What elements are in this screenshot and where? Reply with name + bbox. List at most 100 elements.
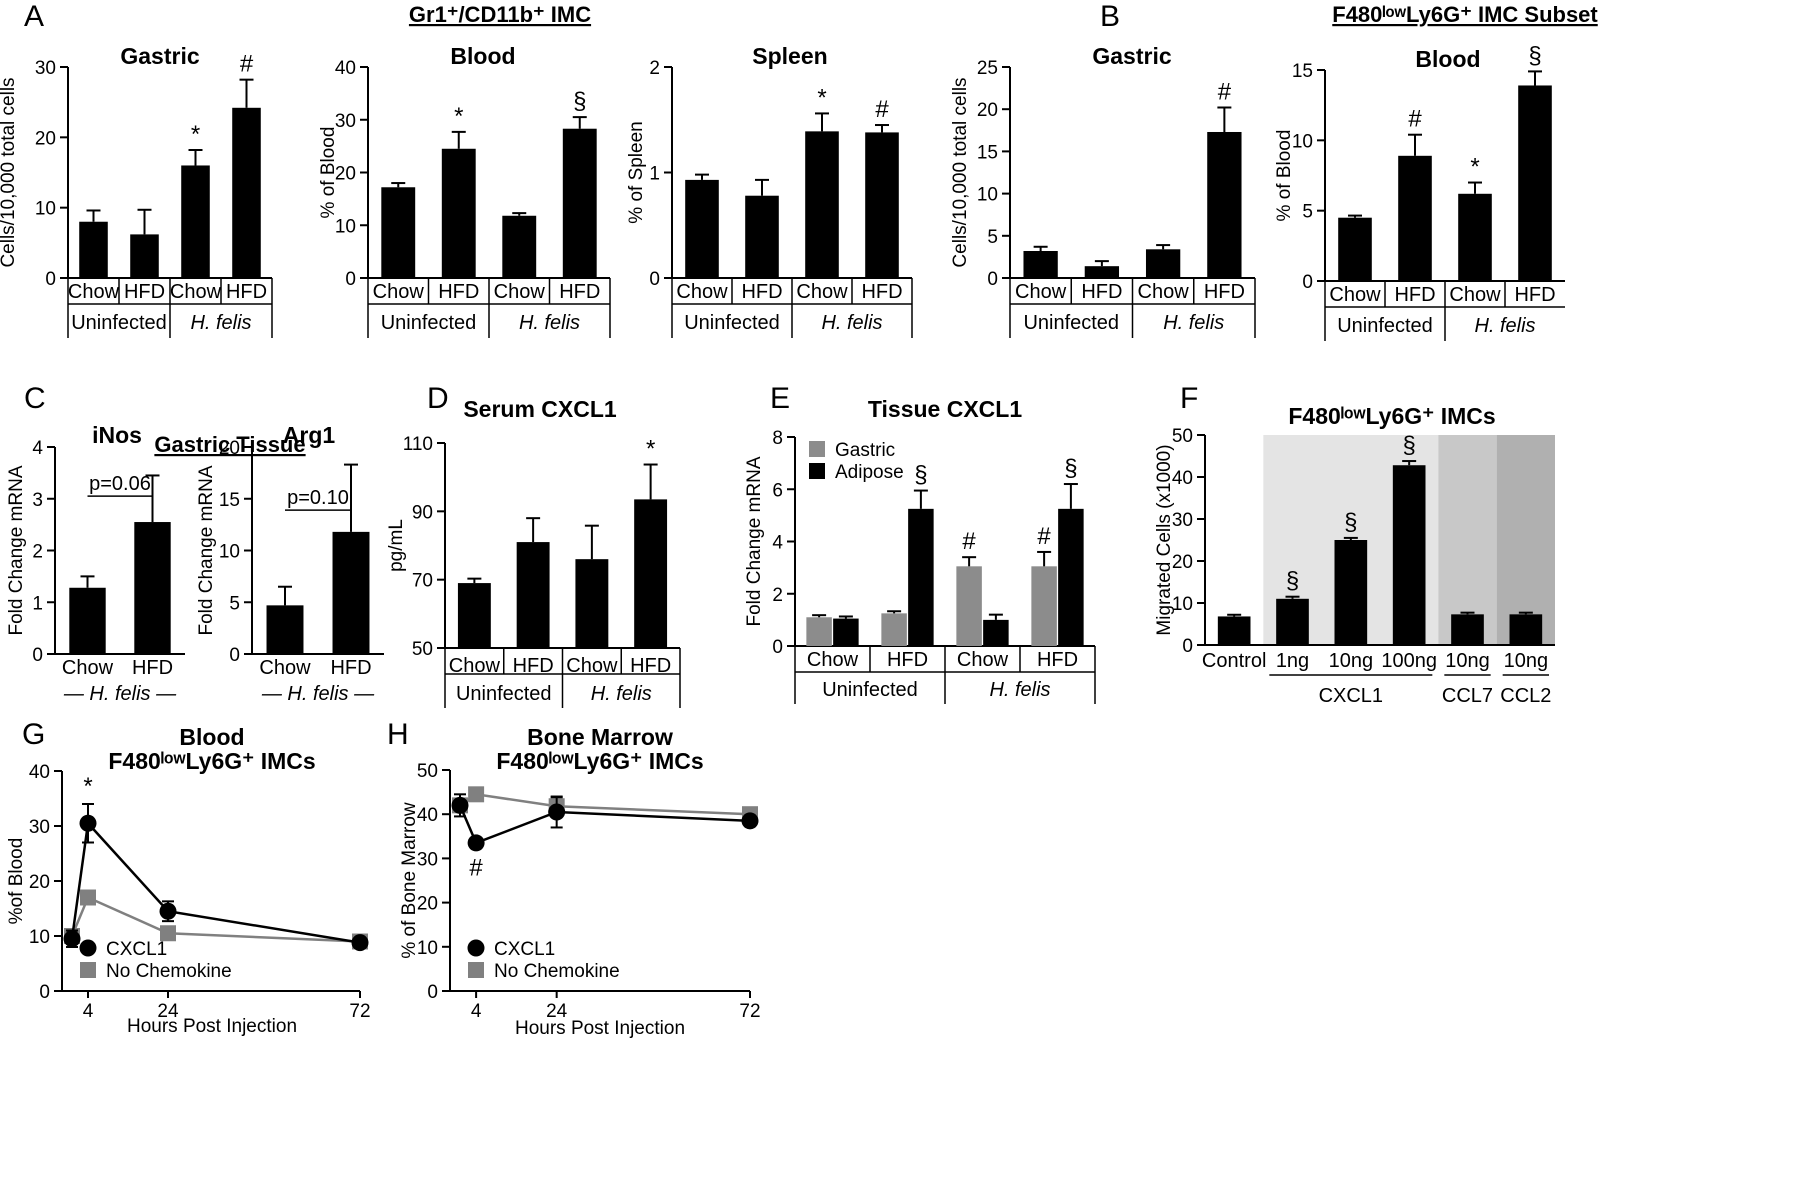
x-tick-label: 24	[546, 1001, 568, 1022]
bar	[833, 618, 859, 646]
y-tick-label: 10	[219, 542, 240, 563]
y-tick-label: 0	[1182, 636, 1193, 657]
legend-swatch	[809, 463, 825, 479]
y-tick-label: 10	[29, 927, 50, 948]
series-line	[70, 820, 361, 944]
y-tick-label: 0	[32, 645, 43, 666]
x-category-label: Chow	[807, 649, 859, 671]
y-tick-label: 0	[229, 645, 240, 666]
x-category-label: Chow	[796, 281, 848, 303]
x-group-label: H. felis	[591, 683, 652, 705]
chart-title: Serum CXCL1	[463, 396, 617, 422]
legend-marker	[467, 939, 485, 957]
x-category-label: HFD	[226, 281, 267, 303]
y-tick-label: 5	[987, 227, 998, 248]
x-category-label: 10ng	[1329, 650, 1374, 672]
legend-marker	[80, 962, 96, 978]
x-category-label: Chow	[566, 655, 618, 677]
bar	[1207, 131, 1242, 278]
panel-letter: H	[387, 718, 409, 751]
x-group-label: Uninfected	[381, 312, 477, 334]
y-tick-label: 20	[417, 894, 438, 915]
bar	[908, 508, 934, 646]
x-category-label: Chow	[1015, 281, 1067, 303]
x-category-label: Chow	[68, 281, 120, 303]
data-point	[467, 834, 485, 852]
x-group-label: H. felis	[1163, 312, 1224, 334]
significance-mark: §	[1064, 455, 1077, 482]
bar	[1334, 540, 1368, 645]
series-line	[70, 895, 361, 943]
x-category-label: HFD	[438, 281, 479, 303]
y-tick-label: 0	[1302, 272, 1313, 293]
data-point	[451, 796, 469, 814]
bar	[332, 531, 370, 654]
significance-mark: §	[914, 462, 927, 489]
bar	[1217, 616, 1251, 645]
chart-panel-a1: A Gastric 0 10 20 30 Cells/10,000 total cells *…	[0, 0, 273, 338]
y-tick-label: 50	[417, 761, 438, 782]
x-category-label: Chow	[373, 281, 425, 303]
bar	[806, 617, 832, 646]
y-tick-label: 10	[335, 216, 356, 237]
x-category-label: HFD	[1081, 281, 1122, 303]
x-group-label: Uninfected	[822, 679, 918, 701]
bar	[1023, 250, 1058, 278]
panel-letter: B	[1100, 0, 1120, 33]
y-tick-label: 1	[649, 164, 660, 185]
chart-panel-b2: Blood 0 5 10 15 % of Blood # * § Chow HFD Chow HFD Un…	[1274, 42, 1565, 341]
legend-label: No Chemokine	[494, 961, 620, 982]
bar	[881, 613, 907, 646]
data-point	[468, 786, 485, 803]
panel-letter: D	[427, 382, 449, 415]
bar	[685, 179, 719, 278]
y-tick-label: 0	[39, 982, 50, 1003]
significance-mark: §	[1286, 568, 1299, 595]
y-tick-label: 2	[649, 58, 660, 79]
chart-title: iNos	[92, 422, 142, 448]
x-axis-label: Hours Post Injection	[515, 1018, 685, 1039]
series-line	[459, 793, 751, 816]
bar	[79, 221, 108, 278]
panel-letter: E	[770, 382, 790, 415]
y-axis-label: pg/mL	[386, 519, 407, 572]
y-axis-label: %of Blood	[6, 838, 27, 925]
bar	[575, 559, 609, 648]
data-point	[63, 930, 81, 948]
bar	[956, 566, 982, 646]
data-point	[160, 925, 176, 942]
y-tick-label: 0	[772, 637, 783, 658]
y-tick-label: 10	[35, 199, 56, 220]
chart-title-line: Blood	[179, 724, 244, 750]
y-tick-label: 40	[1172, 468, 1193, 489]
bar	[1145, 249, 1181, 278]
data-point	[80, 889, 96, 906]
x-group-label: H. felis	[989, 679, 1050, 701]
bar	[1276, 598, 1309, 645]
y-axis-label: % of Spleen	[626, 121, 647, 223]
y-tick-label: 4	[32, 438, 43, 459]
y-axis-label: Cells/10,000 total cells	[950, 77, 971, 267]
bar	[1518, 85, 1552, 282]
y-tick-label: 10	[1172, 594, 1193, 615]
chart-title: Spleen	[752, 43, 827, 69]
y-tick-label: 90	[412, 502, 433, 523]
background-shade	[1438, 435, 1497, 645]
section-title-c: Gastric Tissue	[154, 432, 305, 457]
y-axis-label: Fold Change mRNA	[744, 456, 765, 626]
chart-title: F480ˡᵒʷLy6G⁺ IMCs	[1288, 403, 1495, 429]
bar	[1509, 614, 1543, 645]
x-category-label: Chow	[259, 657, 311, 679]
y-tick-label: 2	[32, 542, 43, 563]
bar	[1338, 217, 1372, 281]
x-group-label: CCL7	[1442, 685, 1493, 707]
chart-panel-a2: Blood 0 10 20 30 40 % of Blood * § Chow HFD Chow HFD…	[318, 43, 611, 338]
legend-swatch	[809, 441, 825, 457]
significance-mark: #	[962, 528, 976, 555]
significance-mark: §	[573, 88, 586, 115]
pvalue-label: p=0.06	[89, 473, 151, 495]
x-category-label: HFD	[330, 657, 371, 679]
bar	[1458, 193, 1492, 281]
